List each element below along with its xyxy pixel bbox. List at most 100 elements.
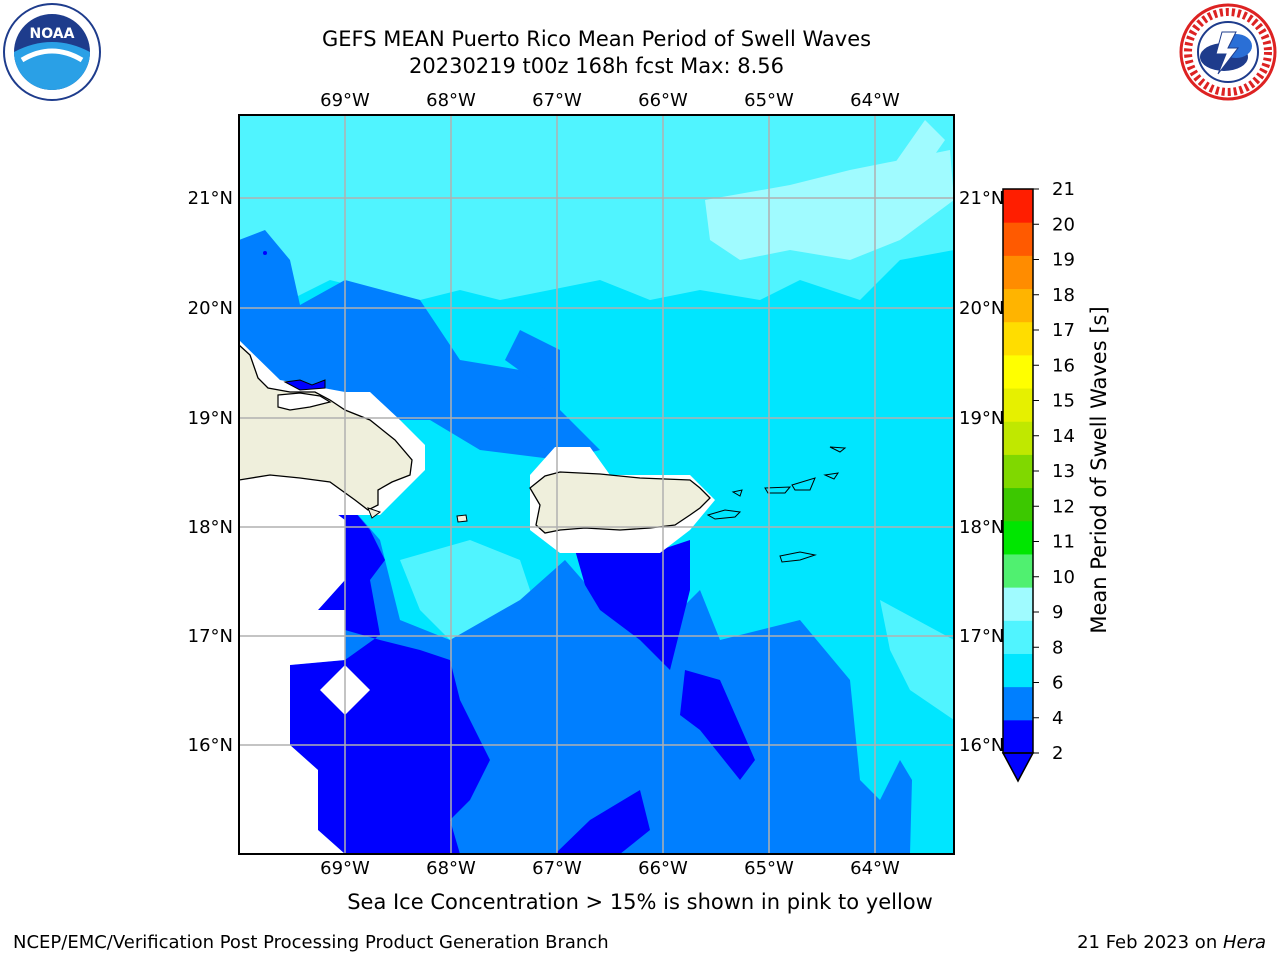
colorbar-tick-label: 14 — [1052, 426, 1075, 447]
colorbar-segment — [1003, 288, 1033, 323]
lat-label: 18°N — [959, 517, 1004, 538]
field-0-2-center — [575, 540, 690, 670]
land-puerto-rico — [529, 471, 711, 534]
colorbar-tick-label: 19 — [1052, 250, 1075, 271]
field-0-2-east — [680, 670, 755, 780]
lon-label: 69°W — [320, 90, 370, 111]
colorbar-segment — [1003, 321, 1033, 356]
field-2-4-n-notch — [505, 330, 560, 400]
isla-culebra — [731, 489, 743, 497]
colorbar-ticks: 21 20 19 18 17 16 15 14 13 12 11 10 9 8 6 4 2 — [1033, 179, 1075, 764]
colorbar-segment — [1003, 520, 1033, 555]
colorbar-segment — [1003, 620, 1033, 654]
map-frame — [238, 114, 955, 855]
chart-subtitle: 20230219 t00z 168h fcst Max: 8.56 — [409, 54, 784, 78]
lon-label: 66°W — [638, 90, 688, 111]
colorbar-segment — [1003, 255, 1033, 290]
lat-label: 21°N — [188, 188, 233, 209]
chart-title: GEFS MEAN Puerto Rico Mean Period of Swe… — [321, 27, 872, 51]
samana-bay — [277, 392, 332, 411]
isla-saona — [367, 507, 382, 519]
field-6-8-se — [880, 600, 954, 720]
st-croix — [779, 551, 817, 563]
lat-label: 17°N — [188, 626, 233, 647]
colorbar-segment — [1003, 421, 1033, 455]
colorbar-tick-label: 21 — [1052, 179, 1075, 200]
colorbar-tick-label: 11 — [1052, 532, 1075, 553]
lon-label: 65°W — [744, 858, 794, 879]
st-john-tortola — [791, 477, 816, 491]
colorbar-tick-label: 10 — [1052, 567, 1075, 588]
field-0-2-south — [555, 790, 650, 854]
lon-label: 64°W — [850, 90, 900, 111]
footer-date: 21 Feb 2023 on Hera — [1077, 932, 1266, 953]
lat-label: 19°N — [959, 408, 1004, 429]
lat-label: 16°N — [188, 735, 233, 756]
colorbar-segment — [1003, 653, 1033, 688]
lon-label: 66°W — [638, 858, 688, 879]
islet-north — [283, 379, 326, 391]
lon-label: 68°W — [426, 90, 476, 111]
isla-vieques — [706, 509, 742, 520]
footer-host: Hera — [1222, 932, 1266, 953]
colorbar-extend-arrow — [1001, 752, 1035, 783]
field-8-9-patch — [705, 150, 954, 260]
lat-label: 19°N — [188, 408, 233, 429]
colorbar-segment — [1003, 587, 1033, 621]
lat-labels-left: 21°N 20°N 19°N 18°N 17°N 16°N — [188, 188, 233, 756]
nws-logo — [1179, 3, 1277, 101]
lon-labels-bottom: 69°W 68°W 67°W 66°W 65°W 64°W — [320, 858, 900, 879]
lon-label: 68°W — [426, 858, 476, 879]
colorbar-segment — [1003, 189, 1033, 223]
field-6-8-north — [239, 115, 954, 300]
virgin-gorda — [823, 472, 840, 480]
colorbar-tick-label: 13 — [1052, 461, 1075, 482]
colorbar — [1001, 188, 1035, 783]
colorbar-segment — [1003, 222, 1033, 256]
colorbar-tick-label: 17 — [1052, 320, 1075, 341]
field-0-2-west — [290, 500, 490, 854]
lon-labels-top: 69°W 68°W 67°W 66°W 65°W 64°W — [320, 90, 900, 111]
land-hispaniola — [239, 344, 413, 511]
colorbar-tick-label: 9 — [1052, 602, 1063, 623]
field-8-9-patch2 — [890, 120, 945, 190]
lon-label: 64°W — [850, 858, 900, 879]
colorbar-segment — [1003, 719, 1033, 754]
lat-label: 17°N — [959, 626, 1004, 647]
anegada — [829, 446, 847, 453]
noaa-logo-text: NOAA — [30, 26, 75, 42]
mask-west — [239, 500, 345, 854]
colorbar-segment — [1003, 354, 1033, 389]
footer-credit: NCEP/EMC/Verification Post Processing Pr… — [13, 932, 609, 953]
lat-labels-right: 21°N 20°N 19°N 18°N 17°N 16°N — [959, 188, 1004, 756]
lat-label: 16°N — [959, 735, 1004, 756]
colorbar-tick-label: 8 — [1052, 637, 1063, 658]
colorbar-segment — [1003, 454, 1033, 489]
colorbar-tick-label: 4 — [1052, 708, 1063, 729]
st-thomas — [764, 486, 792, 494]
colorbar-segment — [1003, 388, 1033, 422]
colorbar-tick-label: 6 — [1052, 673, 1063, 694]
colorbar-segment — [1003, 487, 1033, 522]
isla-mona — [456, 514, 468, 523]
lon-label: 69°W — [320, 858, 370, 879]
lon-label: 67°W — [532, 90, 582, 111]
noaa-logo: NOAA — [3, 3, 101, 101]
lat-label: 18°N — [188, 517, 233, 538]
lat-label: 20°N — [959, 298, 1004, 319]
map-field — [239, 115, 954, 854]
sea-ice-note: Sea Ice Concentration > 15% is shown in … — [347, 890, 933, 914]
footer-date-text: 21 Feb 2023 on — [1077, 932, 1223, 953]
colorbar-segment — [1003, 686, 1033, 721]
lat-label: 21°N — [959, 188, 1004, 209]
colorbar-tick-label: 12 — [1052, 496, 1075, 517]
colorbar-tick-label: 15 — [1052, 391, 1075, 412]
colorbar-segment — [1003, 553, 1033, 588]
field-0-2-dot — [263, 251, 267, 255]
colorbar-label: Mean Period of Swell Waves [s] — [1087, 306, 1111, 633]
gridlines — [239, 115, 954, 854]
lon-label: 65°W — [744, 90, 794, 111]
colorbar-tick-label: 16 — [1052, 355, 1075, 376]
lon-label: 67°W — [532, 858, 582, 879]
